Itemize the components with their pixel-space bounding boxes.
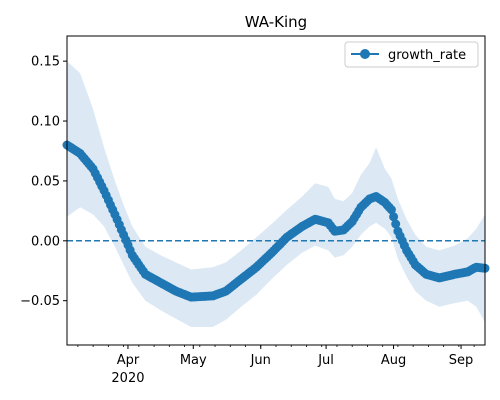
y-tick-label: 0.05 bbox=[31, 174, 60, 189]
y-tick-label: 0.15 bbox=[31, 55, 60, 70]
series-marker bbox=[389, 212, 399, 222]
x-tick-label: Jun bbox=[250, 353, 271, 368]
y-tick-label: 0.00 bbox=[31, 234, 60, 249]
chart-title: WA-King bbox=[245, 13, 307, 31]
legend-swatch-marker bbox=[360, 49, 370, 59]
series-marker bbox=[391, 219, 401, 229]
plot-area-frame bbox=[66, 35, 486, 346]
x-tick-label: Sep bbox=[449, 353, 474, 368]
x-tick-year-label: 2020 bbox=[111, 371, 144, 386]
series-marker bbox=[386, 205, 396, 215]
legend-box bbox=[344, 41, 479, 68]
legend: growth_rate bbox=[344, 41, 479, 68]
x-tick-label: Aug bbox=[381, 353, 406, 368]
legend-label: growth_rate bbox=[388, 48, 466, 63]
y-tick-label: 0.10 bbox=[31, 115, 60, 130]
x-tick-label: Jul bbox=[317, 353, 334, 368]
y-tick-label: −0.05 bbox=[20, 294, 60, 309]
x-tick-label: Apr bbox=[117, 353, 140, 368]
confidence-band bbox=[67, 61, 485, 327]
x-tick-label: May bbox=[180, 353, 207, 368]
